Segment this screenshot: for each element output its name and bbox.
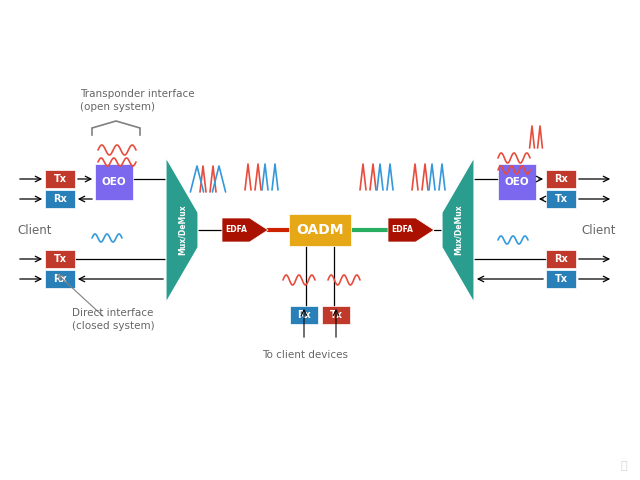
Text: To client devices: To client devices [262, 350, 348, 360]
Text: EDFA: EDFA [225, 226, 247, 235]
Bar [290, 306, 318, 324]
Bar [45, 190, 75, 208]
Text: Rx: Rx [554, 174, 568, 184]
Bar [322, 306, 350, 324]
Text: Mux/DeMux: Mux/DeMux [177, 204, 186, 255]
Text: Direct interface
(closed system): Direct interface (closed system) [72, 308, 155, 331]
Bar [546, 170, 576, 188]
Text: EDFA: EDFA [391, 226, 413, 235]
Text: OADM: OADM [296, 223, 344, 237]
Bar [45, 170, 75, 188]
Bar [289, 214, 351, 246]
Text: Rx: Rx [53, 274, 67, 284]
Text: Client: Client [582, 224, 616, 237]
Text: OEO: OEO [505, 177, 529, 187]
Text: Tx: Tx [54, 174, 67, 184]
Text: OEO: OEO [102, 177, 126, 187]
Text: Rx: Rx [554, 254, 568, 264]
Text: Tx: Tx [54, 254, 67, 264]
Text: Client: Client [17, 224, 51, 237]
Polygon shape [388, 218, 434, 242]
Bar [498, 164, 536, 200]
Text: Transponder interface
(open system): Transponder interface (open system) [80, 89, 195, 112]
Bar [95, 164, 133, 200]
Bar [546, 250, 576, 268]
Polygon shape [442, 157, 474, 302]
Text: Mux/DeMux: Mux/DeMux [454, 204, 463, 255]
Polygon shape [166, 157, 198, 302]
Text: Tx: Tx [330, 310, 342, 320]
Text: Rx: Rx [53, 194, 67, 204]
Text: Rx: Rx [297, 310, 311, 320]
Bar [45, 250, 75, 268]
Bar [546, 270, 576, 288]
Bar [45, 270, 75, 288]
Text: ⓘ: ⓘ [621, 461, 627, 471]
Bar [546, 190, 576, 208]
Text: Tx: Tx [554, 194, 568, 204]
Text: Tx: Tx [554, 274, 568, 284]
Polygon shape [222, 218, 268, 242]
